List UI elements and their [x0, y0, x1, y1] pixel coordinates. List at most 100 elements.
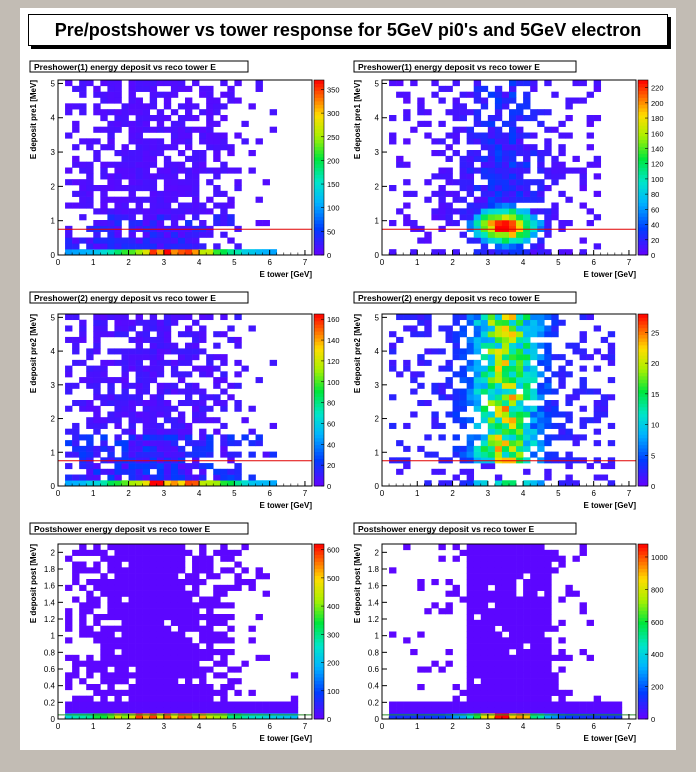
heatmap-cell — [149, 365, 158, 372]
x-tick-label: 0 — [56, 722, 61, 731]
heatmap-cell — [530, 643, 538, 650]
heatmap-cell — [494, 573, 503, 580]
heatmap-cell — [93, 394, 101, 401]
heatmap-cell — [516, 365, 524, 372]
heatmap-cell — [177, 544, 186, 551]
y-tick-label: 1.8 — [368, 565, 380, 574]
heatmap-cell — [206, 480, 214, 487]
heatmap-cell — [403, 202, 411, 209]
heatmap-cell — [163, 314, 172, 321]
heatmap-cell — [107, 602, 115, 609]
heatmap-cell — [135, 649, 143, 656]
heatmap-cell — [452, 707, 460, 714]
heatmap-cell — [487, 666, 496, 673]
heatmap-cell — [544, 220, 552, 227]
heatmap-cell — [100, 394, 108, 401]
y-tick-label: 0 — [51, 715, 56, 724]
heatmap-cell — [227, 555, 235, 562]
heatmap-cell — [438, 325, 446, 332]
heatmap-cell — [537, 561, 545, 568]
heatmap-cell — [107, 654, 115, 661]
heatmap-cell — [438, 214, 446, 221]
heatmap-cell — [213, 707, 221, 714]
heatmap-cell — [452, 208, 460, 215]
heatmap-cell — [487, 649, 496, 656]
heatmap-cell — [142, 144, 151, 151]
x-tick-label: 5 — [556, 722, 561, 731]
heatmap-cell — [480, 666, 489, 673]
heatmap-cell — [156, 561, 165, 568]
heatmap-cell — [100, 161, 108, 168]
heatmap-cell — [163, 567, 172, 574]
color-scale-segment — [314, 369, 324, 373]
heatmap-cell — [107, 411, 115, 418]
heatmap-cell — [544, 678, 552, 685]
heatmap-cell — [149, 422, 158, 429]
heatmap-cell — [107, 689, 115, 696]
heatmap-cell — [452, 103, 460, 110]
heatmap-cell — [128, 394, 136, 401]
heatmap-cell — [213, 382, 221, 389]
heatmap-cell — [121, 208, 129, 215]
heatmap-cell — [107, 208, 115, 215]
heatmap-cell — [473, 196, 482, 203]
heatmap-cell — [480, 243, 489, 250]
heatmap-cell — [135, 336, 143, 343]
color-scale-segment — [314, 701, 324, 706]
heatmap-cell — [100, 220, 108, 227]
heatmap-cell — [410, 249, 418, 256]
heatmap-cell — [163, 80, 172, 87]
heatmap-cell — [593, 365, 602, 372]
heatmap-cell — [149, 336, 158, 343]
heatmap-cell — [114, 243, 122, 250]
heatmap-cell — [65, 365, 73, 372]
color-scale-segment — [638, 375, 648, 380]
heatmap-cell — [579, 237, 587, 244]
heatmap-cell — [487, 596, 496, 603]
heatmap-cell — [156, 480, 165, 487]
z-tick-label: 200 — [327, 156, 340, 165]
heatmap-cell — [128, 411, 136, 418]
heatmap-cell — [170, 342, 179, 349]
heatmap-cell — [192, 400, 200, 407]
heatmap-cell — [501, 555, 510, 562]
heatmap-cell — [241, 544, 249, 551]
heatmap-cell — [128, 567, 136, 574]
heatmap-cell — [121, 196, 129, 203]
heatmap-cell — [220, 422, 228, 429]
heatmap-cell — [163, 555, 172, 562]
heatmap-cell — [121, 602, 129, 609]
heatmap-cell — [593, 161, 602, 168]
heatmap-cell — [121, 631, 129, 638]
heatmap-cell — [501, 695, 510, 702]
color-scale-segment — [638, 417, 648, 422]
heatmap-cell — [466, 359, 475, 366]
x-tick-label: 5 — [556, 489, 561, 498]
heatmap-cell — [213, 672, 221, 679]
heatmap-cell — [79, 474, 87, 481]
heatmap-cell — [487, 342, 496, 349]
heatmap-cell — [107, 608, 115, 615]
heatmap-cell — [579, 417, 587, 424]
heatmap-cell — [466, 549, 475, 556]
heatmap-cell — [114, 405, 122, 412]
heatmap-cell — [403, 707, 411, 714]
heatmap-cell — [185, 144, 193, 151]
heatmap-cell — [65, 684, 73, 691]
heatmap-cell — [452, 109, 460, 116]
heatmap-cell — [114, 167, 122, 174]
heatmap-cell — [206, 440, 214, 447]
heatmap-cell — [227, 144, 235, 151]
heatmap-cell — [480, 405, 489, 412]
heatmap-cell — [206, 138, 214, 145]
heatmap-cell — [544, 325, 552, 332]
x-tick-label: 6 — [591, 258, 596, 267]
heatmap-cell — [494, 319, 503, 326]
heatmap-cell — [466, 314, 475, 321]
heatmap-cell — [509, 377, 517, 384]
heatmap-cell — [79, 161, 87, 168]
heatmap-cell — [93, 707, 101, 714]
heatmap-cell — [558, 377, 566, 384]
heatmap-cell — [537, 185, 545, 192]
heatmap-cell — [544, 138, 552, 145]
